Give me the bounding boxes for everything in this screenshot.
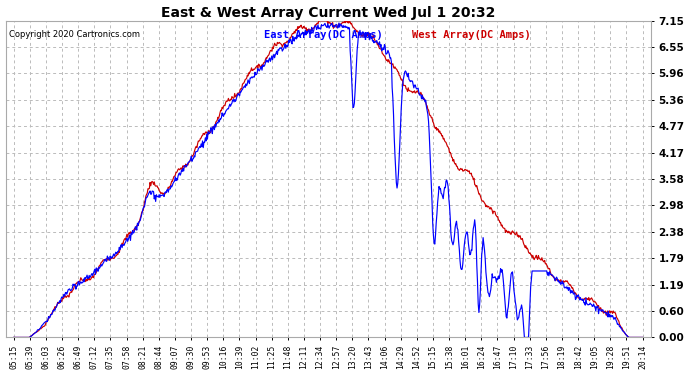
- Text: West Array(DC Amps): West Array(DC Amps): [412, 30, 531, 40]
- Title: East & West Array Current Wed Jul 1 20:32: East & West Array Current Wed Jul 1 20:3…: [161, 6, 495, 20]
- Text: Copyright 2020 Cartronics.com: Copyright 2020 Cartronics.com: [9, 30, 140, 39]
- Text: East Array(DC Amps): East Array(DC Amps): [264, 30, 382, 40]
